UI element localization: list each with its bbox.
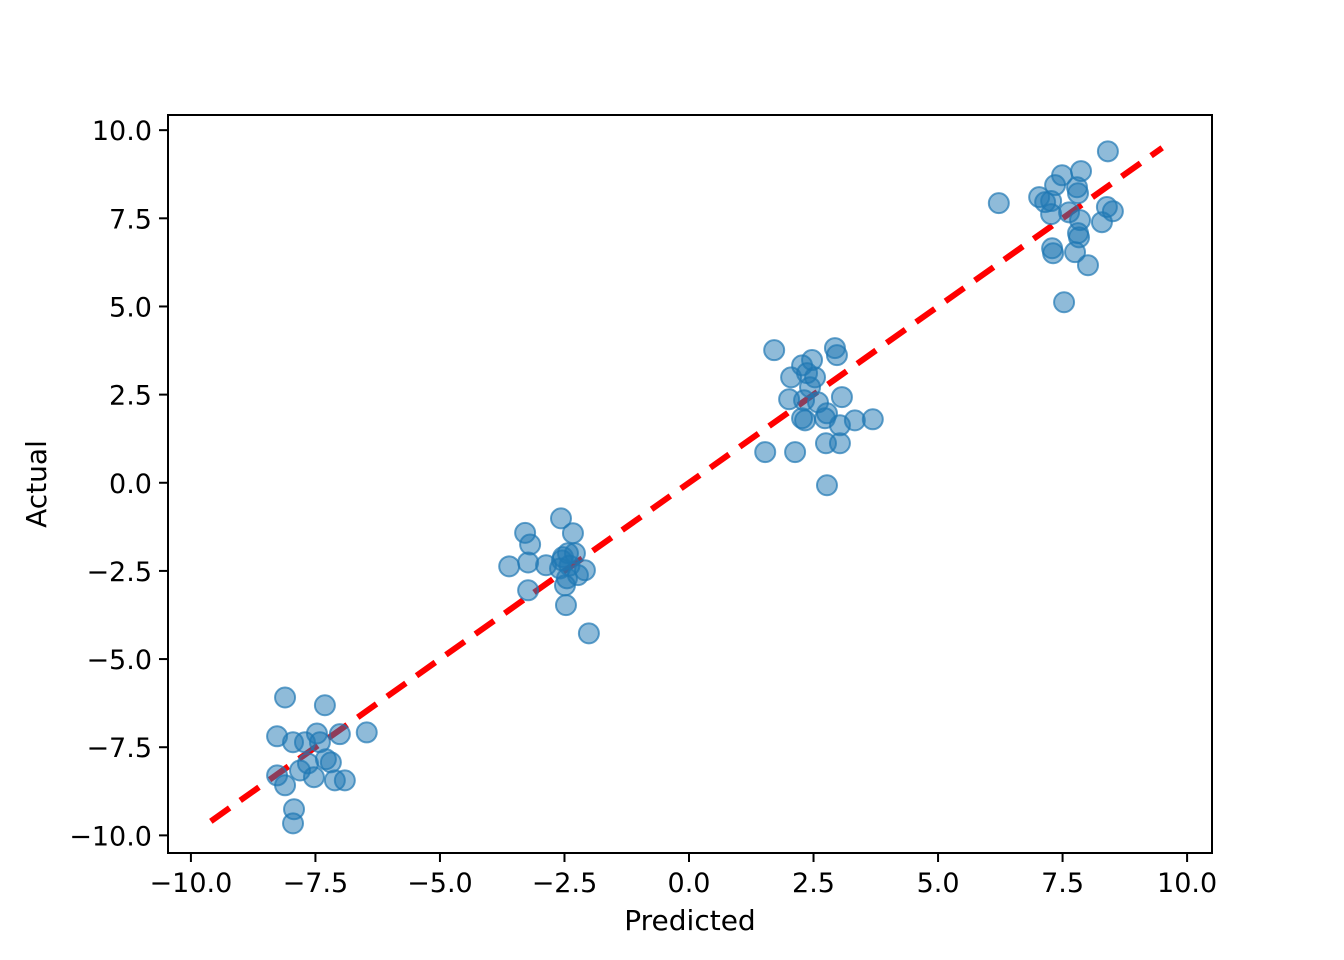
- y-tick-label: 2.5: [109, 381, 152, 412]
- scatter-point: [313, 694, 336, 717]
- scatter-point: [274, 774, 297, 797]
- x-tick-label: −2.5: [532, 868, 598, 899]
- scatter-point: [553, 574, 576, 597]
- scatter-point: [1040, 203, 1063, 226]
- scatter-point: [1042, 242, 1065, 265]
- scatter-point: [328, 723, 351, 746]
- x-tick-label: −10.0: [150, 868, 233, 899]
- y-tick-label: 7.5: [109, 204, 152, 235]
- x-tick-label: 0.0: [668, 868, 711, 899]
- scatter-point: [1096, 140, 1119, 163]
- x-tick-label: −7.5: [283, 868, 349, 899]
- identity-line: [209, 145, 1164, 824]
- y-axis-label: Actual: [20, 440, 53, 528]
- scatter-point: [517, 579, 540, 602]
- x-tick-label: 2.5: [792, 868, 835, 899]
- scatter-point: [549, 507, 572, 530]
- scatter-point: [333, 769, 356, 792]
- y-tick-label: −5.0: [86, 645, 152, 676]
- scatter-point: [861, 408, 884, 431]
- scatter-point: [577, 622, 600, 645]
- scatter-point: [319, 751, 342, 774]
- scatter-points: [266, 140, 1124, 835]
- scatter-point: [274, 686, 297, 709]
- scatter-point: [987, 192, 1010, 215]
- scatter-point: [825, 344, 848, 367]
- x-axis-ticks: −10.0 −7.5 −5.0 −2.5 0.0 2.5 5.0 7.5 10.0: [150, 853, 1217, 899]
- scatter-point: [282, 812, 305, 835]
- y-tick-label: −10.0: [69, 821, 152, 852]
- scatter-point: [828, 432, 851, 455]
- y-tick-label: 5.0: [109, 292, 152, 323]
- scatter-point: [519, 533, 542, 556]
- scatter-point: [558, 554, 581, 577]
- scatter-point: [1090, 211, 1113, 234]
- y-tick-label: −2.5: [86, 557, 152, 588]
- scatter-point: [517, 551, 540, 574]
- y-tick-label: −7.5: [86, 733, 152, 764]
- identity-dashed-line: [209, 145, 1164, 824]
- scatter-point: [830, 386, 853, 409]
- scatter-point: [1076, 254, 1099, 277]
- scatter-point: [561, 522, 584, 545]
- scatter-point: [1064, 241, 1087, 264]
- x-tick-label: 5.0: [917, 868, 960, 899]
- scatter-point: [794, 409, 817, 432]
- scatter-point: [355, 721, 378, 744]
- scatter-point: [554, 594, 577, 617]
- x-axis-label: Predicted: [624, 904, 755, 937]
- y-tick-label: 0.0: [109, 469, 152, 500]
- x-tick-label: −5.0: [407, 868, 473, 899]
- scatter-point: [763, 339, 786, 362]
- y-axis-ticks: −10.0 −7.5 −5.0 −2.5 0.0 2.5 5.0 7.5 10.0: [69, 116, 168, 852]
- y-tick-label: 10.0: [92, 116, 152, 147]
- scatter-point: [498, 555, 521, 578]
- scatter-point: [754, 441, 777, 464]
- scatter-point: [815, 474, 838, 497]
- x-tick-label: 7.5: [1041, 868, 1084, 899]
- x-tick-label: 10.0: [1157, 868, 1217, 899]
- scatter-point: [1053, 291, 1076, 314]
- scatter-point: [302, 766, 325, 789]
- scatter-point: [1067, 182, 1090, 205]
- scatter-point: [784, 441, 807, 464]
